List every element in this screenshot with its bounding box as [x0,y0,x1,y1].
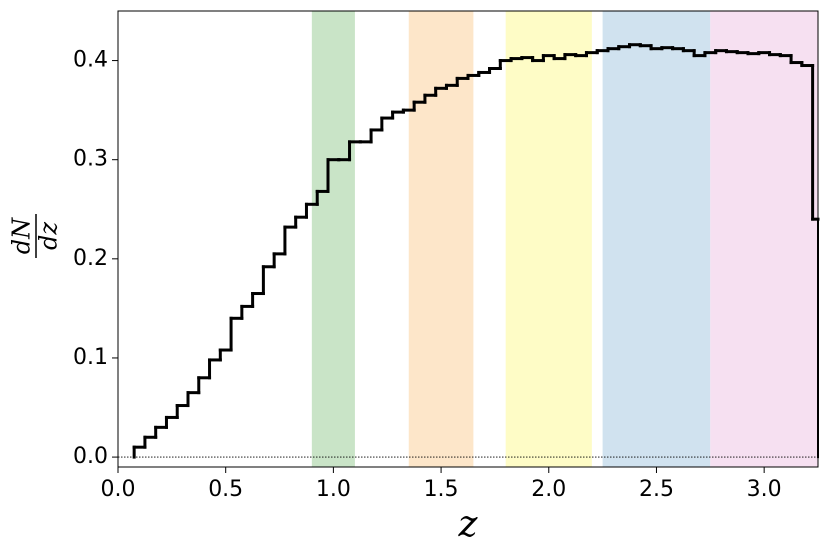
y-label-denominator: dz [35,222,63,250]
band [602,11,711,467]
x-axis-label: z [458,504,479,545]
x-tick-label: 2.5 [639,477,674,502]
y-tick-label: 0.1 [73,345,108,370]
y-tick-label: 0.2 [73,246,108,271]
y-tick-label: 0.4 [73,48,108,73]
x-tick-label: 3.0 [747,477,782,502]
x-tick-label: 1.5 [424,477,459,502]
y-tick-label: 0.3 [73,147,108,172]
x-tick-label: 1.0 [316,477,351,502]
x-tick-label: 0.0 [101,477,136,502]
band [505,11,592,467]
x-tick-label: 2.0 [531,477,566,502]
y-axis-label: dN dz [8,214,63,258]
band [311,11,355,467]
y-tick-label: 0.0 [73,444,108,469]
x-tick-label: 0.5 [208,477,243,502]
band [710,11,818,467]
plot-frame [117,10,819,468]
y-label-numerator: dN [8,217,36,254]
